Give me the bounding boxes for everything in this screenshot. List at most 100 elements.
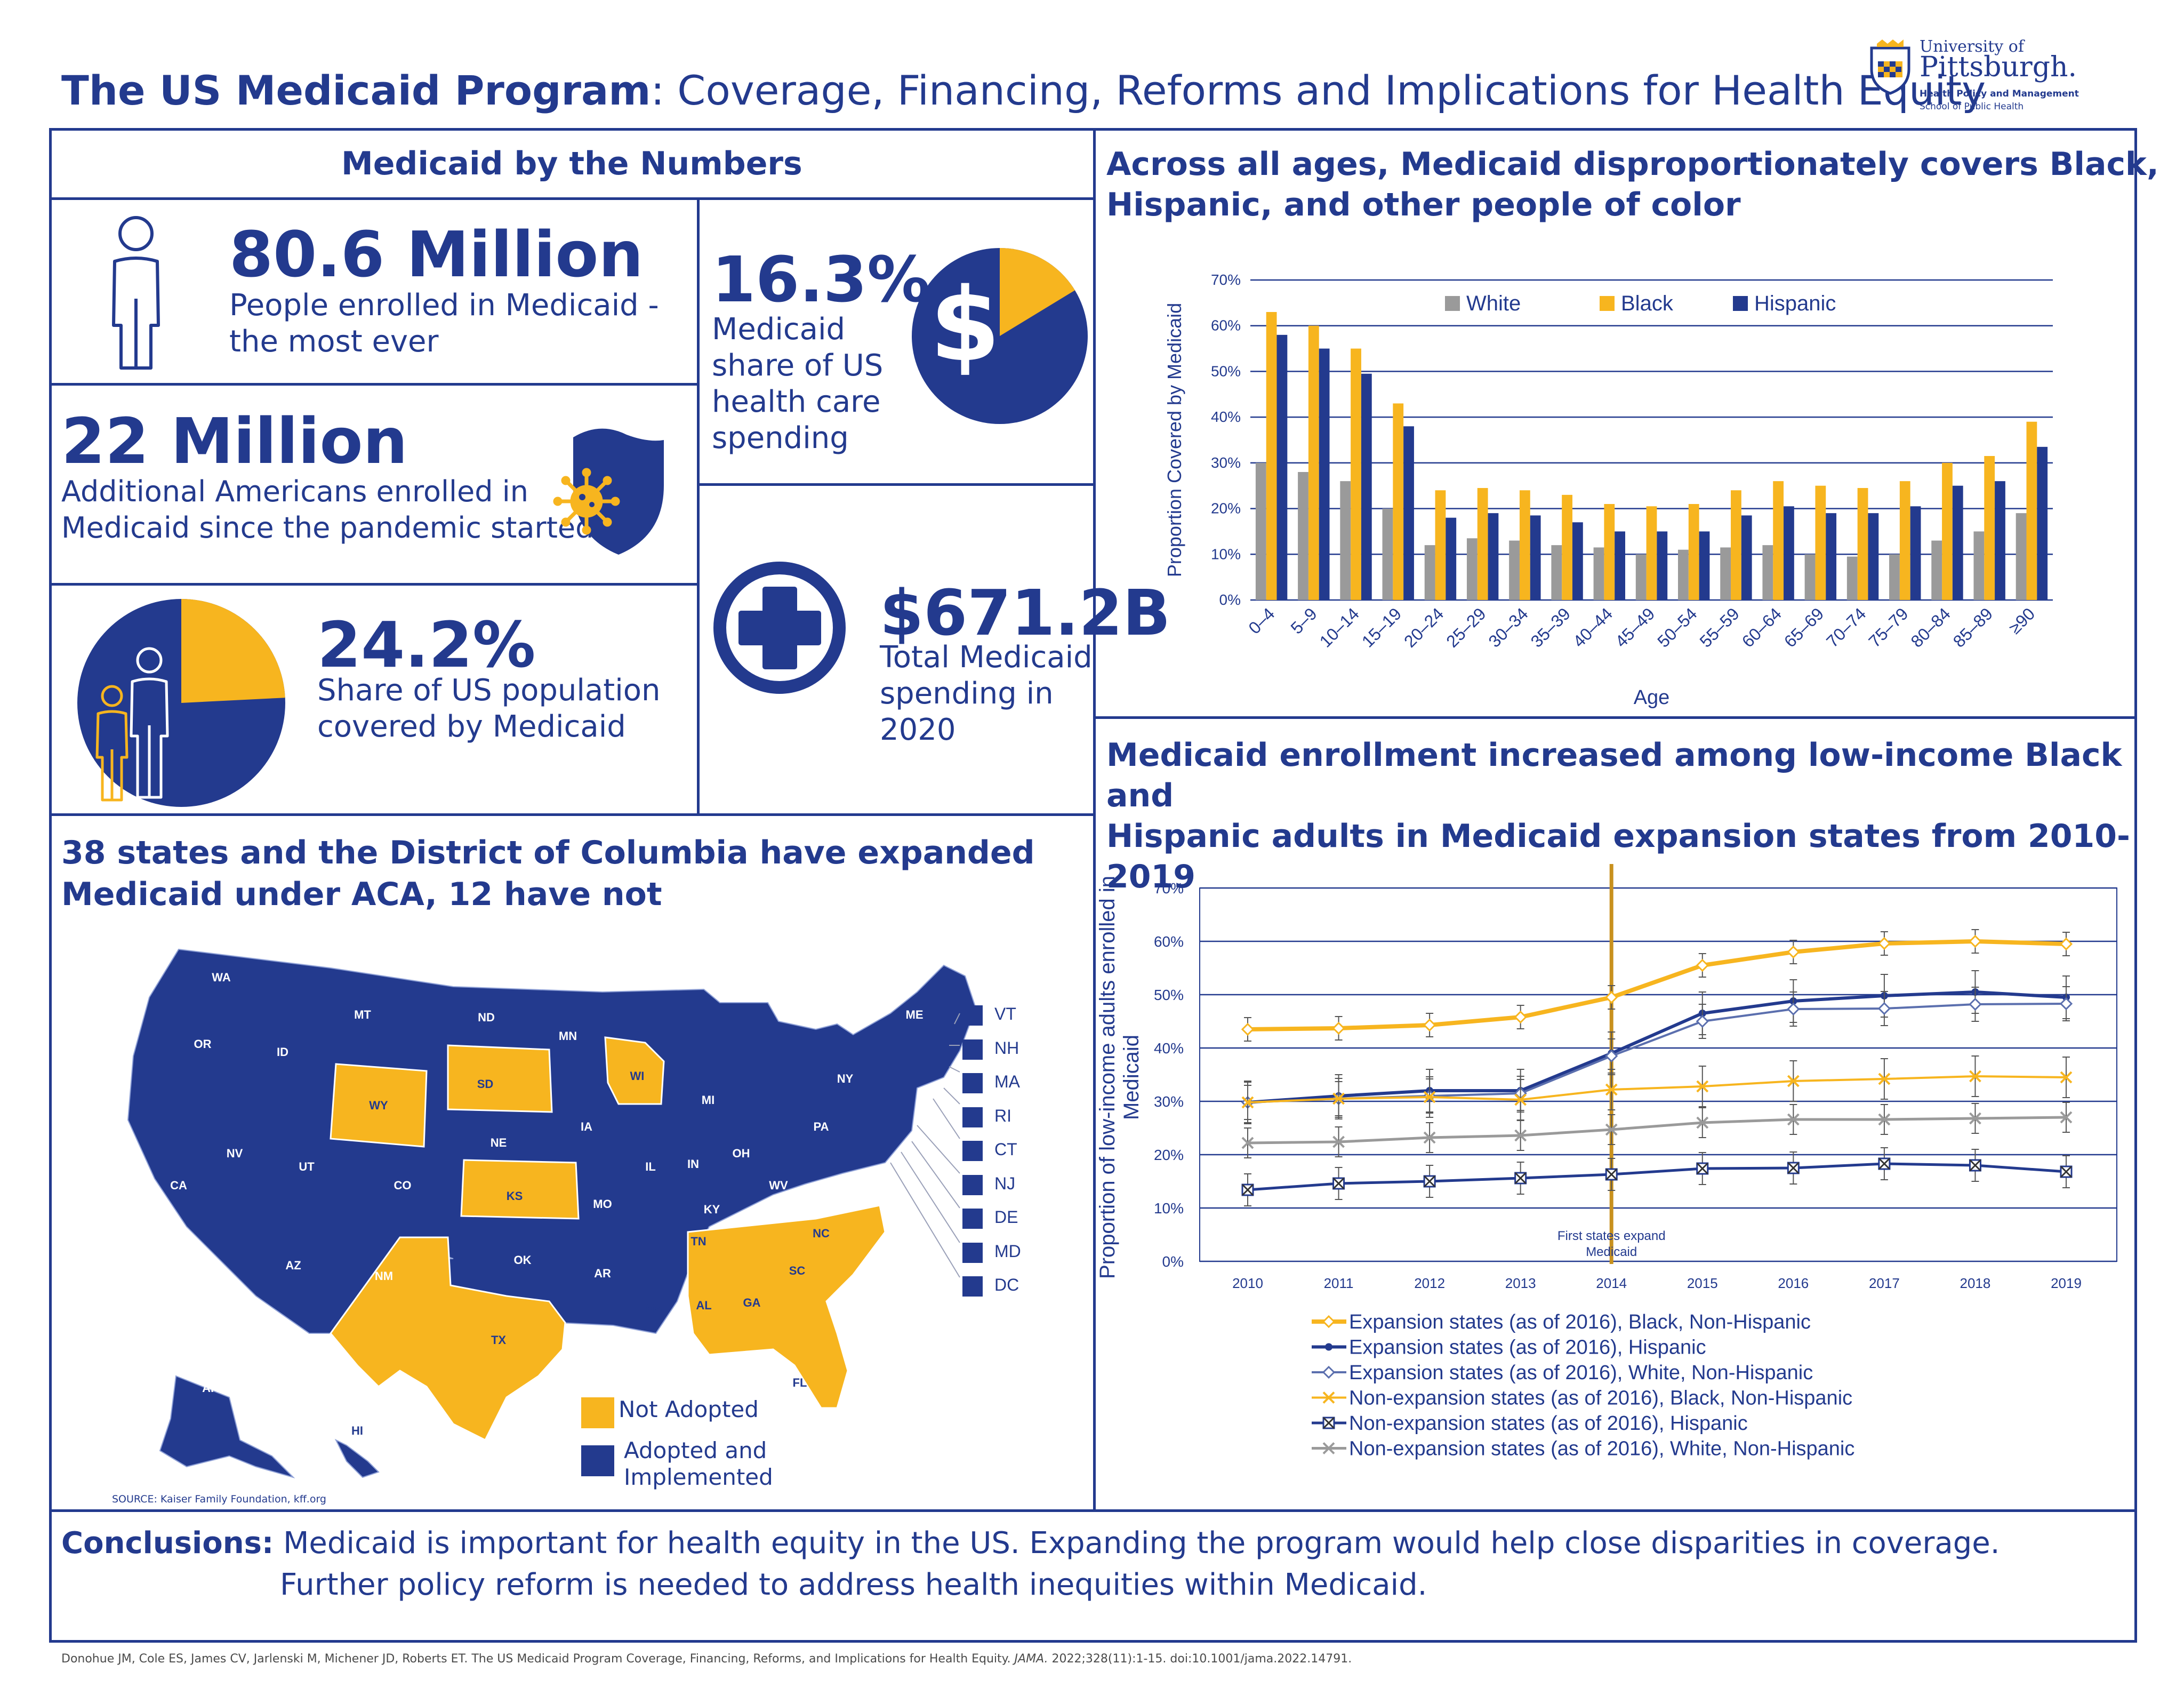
line-point-x xyxy=(1241,1183,1254,1196)
line-point xyxy=(1423,1091,1436,1103)
legend-swatch-adopted xyxy=(581,1445,614,1476)
line-series-0 xyxy=(1241,929,2073,1042)
bar-white xyxy=(1424,545,1435,600)
line-point-x xyxy=(1969,1159,1981,1172)
small-state-swatch-nh xyxy=(962,1039,983,1060)
logo-school-text: School of Public Health xyxy=(1920,101,2024,112)
line-point xyxy=(1241,1022,1255,1036)
chart2-title-line-1: Medicaid enrollment increased among low-… xyxy=(1106,737,2122,814)
conclusions-text: Conclusions: Medicaid is important for h… xyxy=(61,1523,2130,1606)
small-state-swatch-md xyxy=(962,1242,983,1263)
population-pie-slice xyxy=(181,599,285,703)
line-point xyxy=(1696,1116,1709,1129)
line-y-axis-label: Proportion of low-income adults enrolled… xyxy=(1098,876,1143,1279)
line-ytick-label: 30% xyxy=(1154,1093,1184,1110)
spending-share-pie-chart xyxy=(912,248,1088,424)
bar-black xyxy=(1984,456,1995,600)
state-label-tx: TX xyxy=(491,1333,506,1347)
bar-black xyxy=(1477,488,1488,600)
line-point xyxy=(1969,1070,1981,1083)
line-series-4 xyxy=(1241,1147,2073,1206)
bar-white xyxy=(1973,531,1985,600)
bar-ytick-label: 40% xyxy=(1211,409,1241,425)
bar-legend-label: Hispanic xyxy=(1754,292,1836,315)
bar-black xyxy=(1604,504,1615,600)
map-section-title: 38 states and the District of Columbia h… xyxy=(61,832,1035,915)
bar-hispanic xyxy=(1952,485,1963,600)
line-point xyxy=(1605,1049,1618,1063)
state-sd xyxy=(447,1044,553,1113)
line-point xyxy=(1696,958,1709,972)
map-states-adopted xyxy=(127,948,977,1479)
bar-xtick-label: 10–14 xyxy=(1316,604,1363,651)
line-series-3 xyxy=(1241,1055,2073,1123)
line-point xyxy=(1241,1096,1254,1109)
line-ytick-label: 60% xyxy=(1154,933,1184,950)
line-series-path xyxy=(1247,1116,2067,1145)
small-state-label-nj: NJ xyxy=(994,1173,1016,1193)
bar-black xyxy=(1519,490,1530,600)
bar-white xyxy=(1509,540,1520,600)
person-icon xyxy=(112,216,160,370)
population-desc-2: covered by Medicaid xyxy=(317,709,626,744)
logo-department-text: Health Policy and Management xyxy=(1920,89,2079,99)
bar-ytick-label: 0% xyxy=(1219,591,1241,608)
bar-xtick-label: 80–84 xyxy=(1907,604,1954,651)
medical-cross-icon xyxy=(713,562,846,694)
bar-ytick-label: 60% xyxy=(1211,317,1241,334)
line-point xyxy=(1605,1123,1618,1136)
bar-xtick-label: 20–24 xyxy=(1400,604,1447,651)
state-tx xyxy=(330,1236,566,1442)
state-label-ny: NY xyxy=(837,1072,854,1085)
bar-white xyxy=(1846,556,1858,600)
line-annotation-text-1: First states expand xyxy=(1557,1229,1666,1243)
line-y-axis-label-line-2: Medicaid xyxy=(1120,1035,1143,1120)
share-spending-desc-3: health care xyxy=(712,385,881,419)
chart2-title-line-2: Hispanic adults in Medicaid expansion st… xyxy=(1106,818,2130,895)
right-horizontal-divider xyxy=(1093,716,2137,719)
state-label-oh: OH xyxy=(733,1147,750,1160)
line-point xyxy=(2059,997,2073,1011)
state-label-or: OR xyxy=(194,1037,212,1051)
bar-ytick-label: 20% xyxy=(1211,500,1241,517)
bar-hispanic xyxy=(1446,517,1457,600)
line-series-path xyxy=(1247,990,2067,1104)
line-xtick-label: 2010 xyxy=(1232,1275,1263,1291)
bar-white xyxy=(1720,547,1731,600)
line-point xyxy=(1514,1093,1527,1106)
vertical-divider xyxy=(1093,128,1096,1512)
state-label-tn: TN xyxy=(690,1235,706,1248)
state-label-wy: WY xyxy=(369,1099,388,1112)
line-point-x xyxy=(1696,1162,1708,1175)
line-point xyxy=(2060,1071,2073,1084)
bar-hispanic xyxy=(1615,531,1625,600)
state-label-fl: FL xyxy=(793,1376,807,1389)
legend-adopted-label-1: Adopted and xyxy=(624,1437,767,1463)
small-state-label-md: MD xyxy=(994,1241,1021,1261)
state-label-ks: KS xyxy=(507,1189,523,1203)
state-label-sd: SD xyxy=(477,1077,494,1091)
line-legend-marker-x xyxy=(1322,1417,1335,1429)
numbers-section-title: Medicaid by the Numbers xyxy=(341,145,802,182)
bar-hispanic xyxy=(1826,513,1837,600)
bar-black xyxy=(2026,421,2037,600)
map-states-not-adopted xyxy=(330,1036,886,1442)
line-point-x xyxy=(1514,1172,1527,1185)
enrolled-value: 80.6 Million xyxy=(229,218,644,291)
line-point xyxy=(1969,1112,1981,1125)
small-state-swatch-dc xyxy=(962,1276,983,1297)
bar-xtick-label: 55–59 xyxy=(1696,604,1743,651)
line-point xyxy=(1696,1080,1709,1093)
line-point xyxy=(1605,1083,1618,1096)
bar-ytick-label: 30% xyxy=(1211,454,1241,471)
state-label-ca: CA xyxy=(170,1179,187,1192)
line-series-5 xyxy=(1241,1102,2073,1158)
line-legend-marker xyxy=(1322,1391,1335,1404)
line-series-path xyxy=(1247,1162,2067,1191)
state-label-me: ME xyxy=(906,1008,924,1021)
line-ytick-label: 70% xyxy=(1154,880,1184,897)
state-label-ok: OK xyxy=(514,1253,532,1267)
line-ytick-label: 50% xyxy=(1154,987,1184,1003)
line-xtick-label: 2014 xyxy=(1596,1275,1627,1291)
line-ytick-label: 20% xyxy=(1154,1147,1184,1163)
